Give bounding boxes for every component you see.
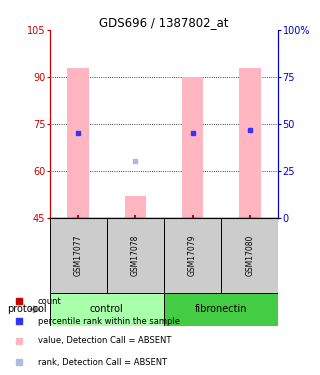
Text: percentile rank within the sample: percentile rank within the sample	[38, 316, 180, 326]
FancyBboxPatch shape	[50, 292, 164, 326]
FancyBboxPatch shape	[50, 217, 107, 292]
Text: fibronectin: fibronectin	[195, 304, 247, 314]
FancyBboxPatch shape	[221, 217, 278, 292]
Text: GSM17077: GSM17077	[74, 234, 83, 276]
Text: control: control	[90, 304, 124, 314]
FancyBboxPatch shape	[107, 217, 164, 292]
Text: protocol: protocol	[7, 304, 46, 314]
Bar	[124, 196, 146, 217]
FancyBboxPatch shape	[164, 217, 221, 292]
Bar	[67, 68, 89, 218]
Bar	[239, 68, 261, 218]
Text: GSM17078: GSM17078	[131, 234, 140, 276]
Text: GSM17080: GSM17080	[245, 234, 254, 276]
Text: GSM17079: GSM17079	[188, 234, 197, 276]
Title: GDS696 / 1387802_at: GDS696 / 1387802_at	[99, 16, 229, 29]
Bar	[182, 77, 204, 218]
Text: value, Detection Call = ABSENT: value, Detection Call = ABSENT	[38, 336, 171, 345]
FancyBboxPatch shape	[164, 292, 278, 326]
Text: rank, Detection Call = ABSENT: rank, Detection Call = ABSENT	[38, 358, 167, 367]
Text: count: count	[38, 297, 61, 306]
